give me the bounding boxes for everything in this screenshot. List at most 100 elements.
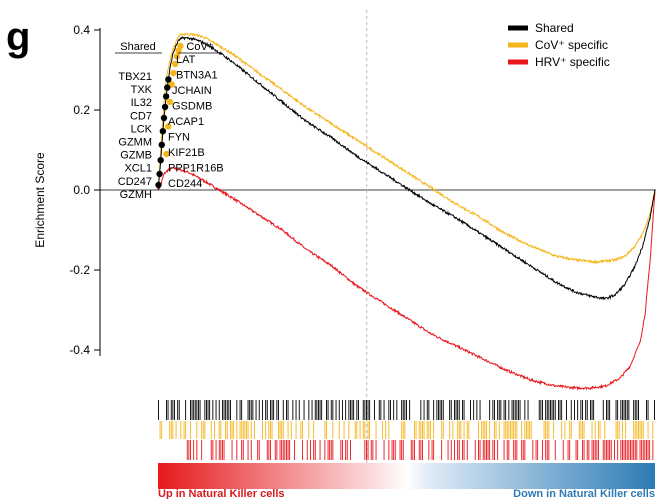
barcode-tick	[362, 421, 364, 439]
barcode-tick	[458, 421, 460, 439]
barcode-tick	[508, 421, 510, 439]
barcode-tick	[198, 400, 199, 420]
barcode-tick	[222, 400, 223, 420]
barcode-tick	[370, 440, 372, 460]
barcode-tick	[190, 421, 191, 439]
x-left-label: Up in Natural Killer cells	[158, 488, 285, 499]
leading-edge-dot-cov	[171, 60, 179, 68]
barcode-tick	[506, 421, 508, 439]
barcode-tick	[593, 440, 595, 460]
y-axis-label: Enrichment Score	[33, 152, 47, 248]
barcode-tick	[202, 421, 204, 439]
gene-label-shared: IL32	[131, 97, 152, 109]
barcode-tick	[188, 440, 190, 460]
barcode-tick	[262, 400, 263, 420]
barcode-tick	[463, 421, 465, 439]
barcode-tick	[406, 400, 407, 420]
barcode-tick	[286, 400, 287, 420]
barcode-tick	[633, 421, 635, 439]
barcode-tick	[250, 440, 252, 460]
barcode-tick	[210, 440, 212, 460]
barcode-tick	[545, 421, 547, 439]
leading-edge-dot-cov	[168, 81, 175, 88]
barcode-tick	[362, 400, 364, 420]
barcode-tick	[482, 440, 484, 460]
barcode-tick	[178, 400, 180, 420]
barcode-tick	[372, 440, 374, 460]
barcode-tick	[646, 440, 647, 460]
barcode-tick	[308, 421, 310, 439]
barcode-tick	[625, 400, 627, 420]
barcode-tick	[609, 440, 611, 460]
barcode-tick	[575, 440, 577, 460]
barcode-tick	[463, 400, 465, 420]
barcode-tick	[433, 440, 435, 460]
barcode-tick	[185, 400, 187, 420]
barcode-tick	[231, 440, 233, 460]
barcode-tick	[642, 440, 644, 460]
barcode-tick	[508, 440, 510, 460]
barcode-tick	[404, 400, 406, 420]
barcode-tick	[570, 421, 572, 439]
barcode-tick	[426, 421, 428, 439]
barcode-tick	[348, 421, 350, 439]
barcode-tick	[194, 400, 196, 420]
barcode-tick	[313, 440, 315, 460]
barcode-tick	[463, 440, 465, 460]
barcode-tick	[649, 440, 651, 460]
barcode-tick	[554, 440, 556, 460]
barcode-tick	[401, 421, 403, 439]
barcode-tick	[511, 400, 513, 420]
barcode-tick	[542, 400, 543, 420]
barcode-tick	[318, 400, 319, 420]
barcode-tick	[641, 421, 643, 439]
leading-edge-dot-shared	[156, 170, 163, 178]
barcode-tick	[367, 421, 369, 439]
barcode-tick	[638, 400, 639, 420]
barcode-tick	[310, 440, 311, 460]
barcode-tick	[366, 440, 367, 460]
barcode-tick	[577, 440, 579, 460]
barcode-tick	[538, 400, 540, 420]
barcode-tick	[495, 421, 497, 439]
barcode-tick	[559, 400, 561, 420]
barcode-tick	[634, 421, 636, 439]
barcode-tick	[375, 421, 377, 439]
barcode-tick	[513, 400, 515, 420]
barcode-tick	[422, 421, 423, 439]
barcode-tick	[489, 400, 491, 420]
barcode-tick	[319, 400, 321, 420]
barcode-tick	[170, 400, 172, 420]
barcode-tick	[209, 400, 211, 420]
barcode-tick	[271, 421, 273, 439]
barcode-tick	[383, 440, 385, 460]
gene-label-cov: JCHAIN	[172, 85, 212, 97]
barcode-tick	[279, 421, 281, 439]
barcode-tick	[167, 400, 169, 420]
barcode-tick	[596, 440, 598, 460]
barcode-tick	[599, 421, 601, 439]
barcode-tick	[620, 440, 622, 460]
barcode-tick	[414, 421, 415, 439]
barcode-tick	[420, 440, 422, 460]
barcode-tick	[636, 421, 638, 439]
barcode-tick	[223, 440, 225, 460]
barcode-tick	[494, 440, 495, 460]
barcode-tick	[418, 440, 420, 460]
barcode-tick	[566, 400, 567, 420]
barcode-tick	[548, 400, 550, 420]
barcode-tick	[364, 440, 366, 460]
barcode-tick	[340, 440, 342, 460]
barcode-tick	[295, 421, 297, 439]
barcode-tick	[220, 440, 222, 460]
barcode-tick	[617, 440, 619, 460]
barcode-tick	[380, 400, 382, 420]
barcode-tick	[450, 440, 452, 460]
barcode-tick	[369, 400, 371, 420]
barcode-tick	[441, 400, 443, 420]
barcode-tick	[602, 400, 604, 420]
gene-header-cov: CoV⁺	[186, 41, 213, 53]
barcode-tick	[415, 421, 417, 439]
barcode-tick	[265, 421, 267, 439]
barcode-tick	[210, 421, 212, 439]
